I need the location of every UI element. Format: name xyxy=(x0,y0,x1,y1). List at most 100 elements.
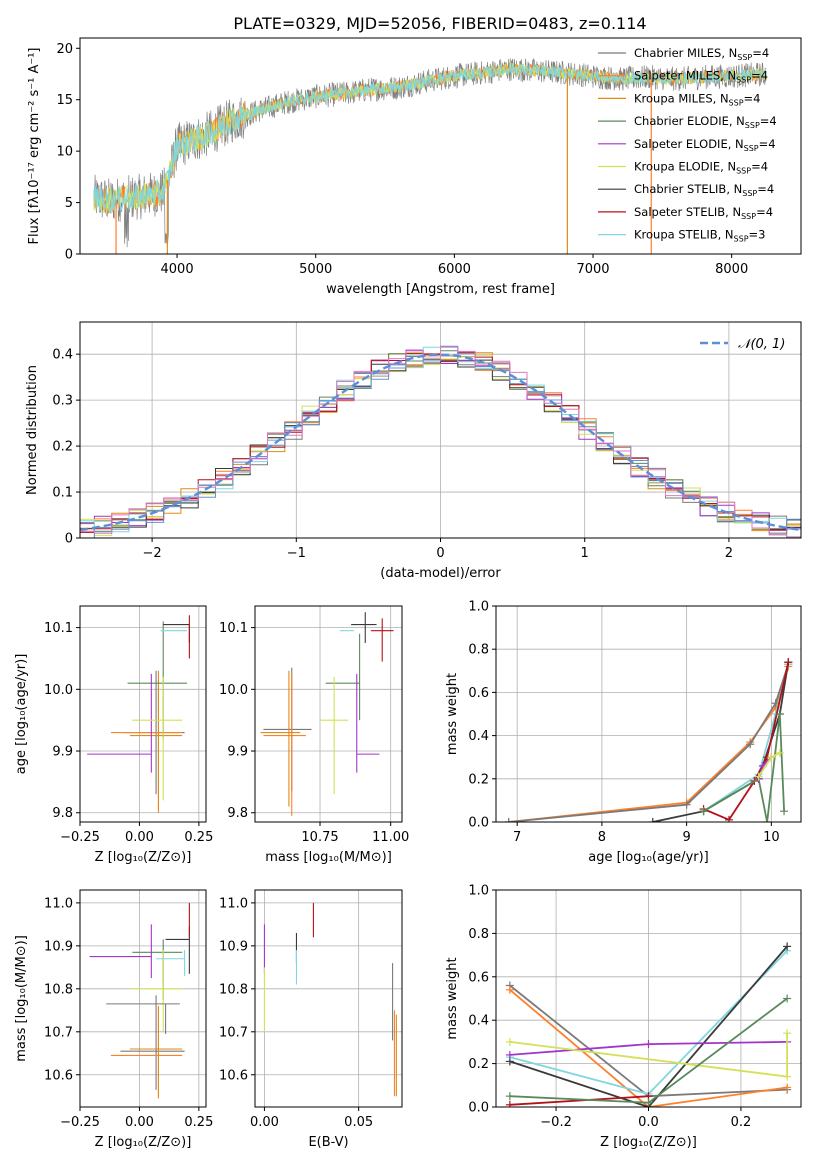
axes-frame xyxy=(79,889,207,1108)
data-point xyxy=(120,995,185,1090)
y-tick-label: 0.4 xyxy=(468,729,489,744)
data-point xyxy=(351,612,377,644)
weight-lines xyxy=(505,942,792,1107)
x-tick-label: 0 xyxy=(436,546,444,561)
y-tick-label: 10.7 xyxy=(219,1025,248,1040)
mass-vs-Z-panel: −0.25 0.00 0.25 10.6 10.7 10.8 10.9 11.0 Z [log₁… xyxy=(14,889,213,1150)
histograms xyxy=(80,345,801,538)
legend-label: Salpeter MILES, NSSP=4 xyxy=(634,69,768,85)
y-tick-label: 9.8 xyxy=(227,806,248,821)
legend-label: Kroupa STELIB, NSSP=3 xyxy=(634,228,765,244)
data-point xyxy=(129,680,183,810)
y-tick-label: 9.9 xyxy=(52,745,73,760)
error-bars xyxy=(263,902,397,1097)
y-axis-label: Flux [fλ10⁻¹⁷ erg cm⁻² s⁻¹ A⁻¹] xyxy=(27,48,42,245)
figure-title: PLATE=0329, MJD=52056, FIBERID=0483, z=0… xyxy=(233,14,646,33)
legend-label: Kroupa MILES, NSSP=4 xyxy=(634,91,760,107)
data-point xyxy=(132,950,183,1032)
histogram-series xyxy=(80,355,801,532)
y-tick-label: 10.0 xyxy=(219,683,248,698)
weight-vs-age-panel: 7 8 9 10 0.0 0.2 0.4 0.6 0.8 1.0 age [log₁₀(age/yr… xyxy=(445,600,802,865)
y-tick-label: 0.2 xyxy=(468,1057,489,1072)
x-tick-label: 2 xyxy=(725,546,733,561)
weight-series xyxy=(505,994,792,1107)
axes-frame xyxy=(254,605,403,823)
y-tick-label: 11.0 xyxy=(219,896,248,911)
weight-series xyxy=(505,1029,792,1081)
y-tick-label: 10.9 xyxy=(219,939,248,954)
x-axis-label: E(B-V) xyxy=(308,1135,348,1150)
y-tick-label: 10 xyxy=(56,145,73,160)
x-axis-label: wavelength [Angstrom, rest frame] xyxy=(326,282,555,297)
y-tick-label: 0 xyxy=(65,248,73,263)
y-tick-label: 0.4 xyxy=(52,348,73,363)
x-axis-label: Z [log₁₀(Z/Z⊙)] xyxy=(95,850,192,865)
data-point xyxy=(127,621,187,739)
y-tick-label: 0.1 xyxy=(52,486,73,501)
y-tick-label: 0.8 xyxy=(468,927,489,942)
x-axis-label: age [log₁₀(age/yr)] xyxy=(588,850,709,865)
x-tick-label: 0.0 xyxy=(638,1115,659,1130)
x-axis-label: (data-model)/error xyxy=(380,566,501,581)
x-tick-label: −1 xyxy=(287,546,306,561)
y-axis-label: Normed distribution xyxy=(25,365,40,495)
y-tick-label: 0.2 xyxy=(52,440,73,455)
y-tick-label: 1.0 xyxy=(468,884,489,899)
y-tick-label: 0 xyxy=(65,532,73,547)
y-axis-label: age [log₁₀(age/yr)] xyxy=(14,654,29,775)
data-point xyxy=(132,676,183,801)
x-tick-label: 0.25 xyxy=(184,1115,213,1130)
y-tick-label: 10.8 xyxy=(44,982,73,997)
residuals-panel: −2 −1 0 1 2 0 0.1 0.2 0.3 0.4 (data-model)/error No… xyxy=(25,321,802,581)
x-tick-label: 5000 xyxy=(299,262,332,277)
y-tick-label: 10.0 xyxy=(44,683,73,698)
y-tick-label: 0.6 xyxy=(468,686,489,701)
x-tick-label: −0.25 xyxy=(60,1115,100,1130)
spectrum-legend: Chabrier MILES, NSSP=4 Salpeter MILES, NS… xyxy=(598,46,777,244)
data-point xyxy=(110,1008,183,1099)
y-tick-label: 0.0 xyxy=(468,1101,489,1116)
x-tick-label: 11.00 xyxy=(372,830,409,845)
y-tick-label: 11.0 xyxy=(44,896,73,911)
x-tick-label: 10.75 xyxy=(301,830,338,845)
y-tick-label: 5 xyxy=(65,196,73,211)
x-tick-label: 1 xyxy=(581,546,589,561)
histogram-series xyxy=(80,351,801,536)
data-point xyxy=(320,676,349,795)
weight-lines xyxy=(504,658,793,822)
weight-series xyxy=(699,658,793,822)
data-point xyxy=(129,1006,183,1097)
legend-label: Kroupa ELODIE, NSSP=4 xyxy=(634,160,768,176)
x-tick-label: 7000 xyxy=(576,262,609,277)
x-tick-label: 0.2 xyxy=(731,1115,752,1130)
y-tick-label: 0.8 xyxy=(468,643,489,658)
y-tick-label: 1.0 xyxy=(468,600,489,615)
x-tick-label: 10 xyxy=(763,830,780,845)
y-tick-label: 0.4 xyxy=(468,1014,489,1029)
legend-label: Salpeter ELODIE, NSSP=4 xyxy=(634,137,776,153)
x-tick-label: 0.00 xyxy=(125,1115,154,1130)
histogram-series xyxy=(80,346,801,538)
legend-label: Salpeter STELIB, NSSP=4 xyxy=(634,205,773,221)
weight-series xyxy=(754,748,784,781)
mass-vs-EBV-panel: 0.00 0.05 10.6 10.7 10.8 10.9 11.0 E(B-V) xyxy=(219,889,403,1150)
normal-curve xyxy=(80,353,801,532)
data-point xyxy=(356,673,380,773)
x-tick-label: 9 xyxy=(682,830,690,845)
y-tick-label: 9.9 xyxy=(227,745,248,760)
data-point xyxy=(370,618,394,662)
y-tick-label: 10.6 xyxy=(44,1068,73,1083)
data-point xyxy=(89,924,152,979)
data-point xyxy=(325,633,361,721)
x-axis-label: Z [log₁₀(Z/Z⊙)] xyxy=(600,1135,697,1150)
axes-frame xyxy=(495,605,802,823)
y-tick-label: 10.6 xyxy=(219,1068,248,1083)
error-bars xyxy=(89,902,190,1099)
x-tick-label: 0.05 xyxy=(344,1115,373,1130)
histogram-series xyxy=(80,349,801,531)
x-tick-label: −0.25 xyxy=(60,830,100,845)
x-tick-label: 0.00 xyxy=(250,1115,279,1130)
histogram-series xyxy=(80,345,801,538)
axes-frame xyxy=(79,605,207,823)
